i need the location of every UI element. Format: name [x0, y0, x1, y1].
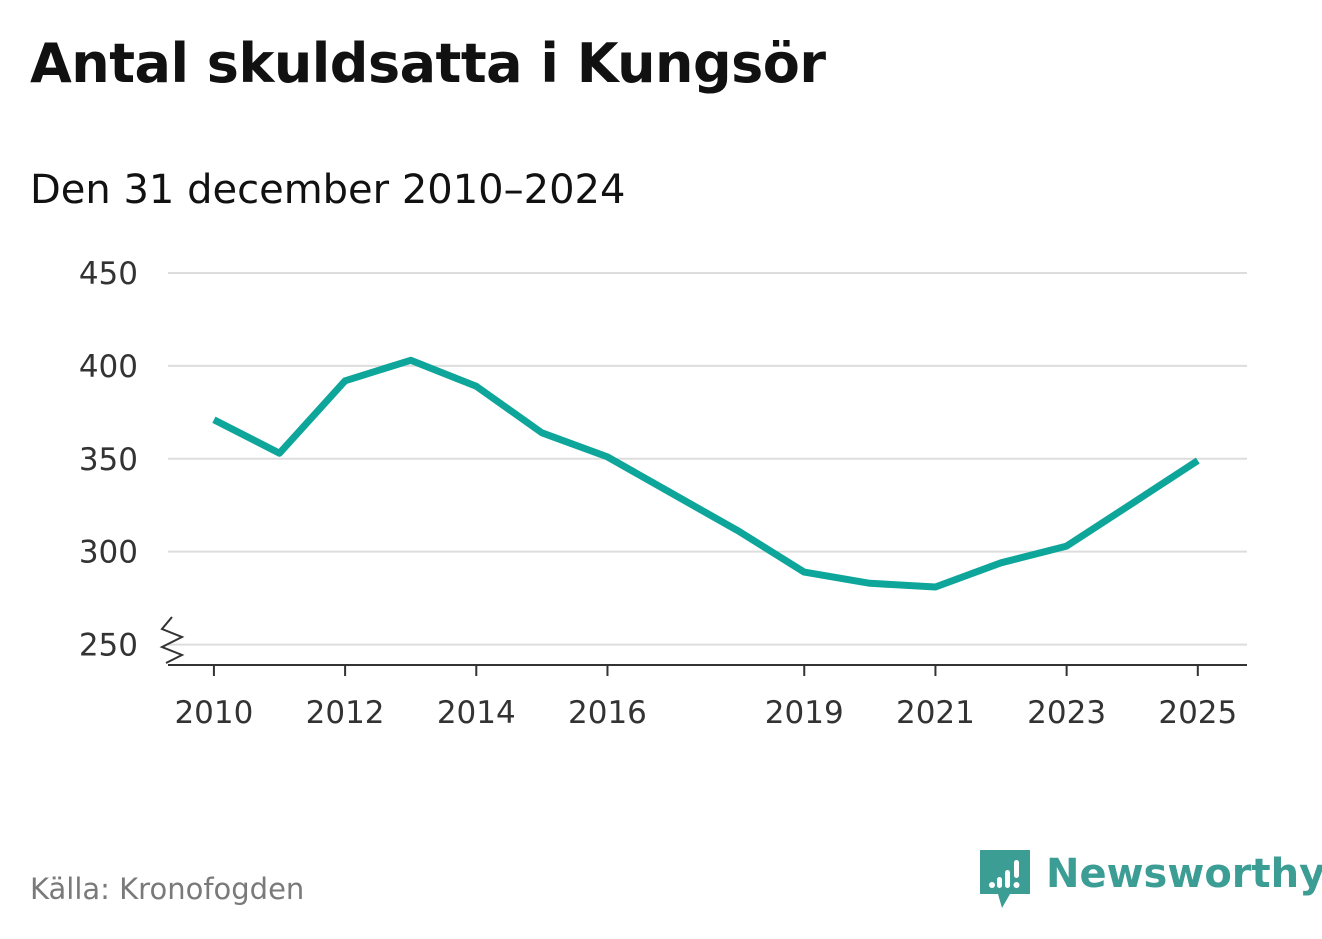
data-point-2023: [1064, 543, 1070, 549]
data-point-2025: [1195, 458, 1201, 464]
source-note: Källa: Kronofogden: [30, 872, 305, 906]
data-point-2016: [605, 454, 611, 460]
series-line: [212, 356, 1200, 591]
series: [211, 356, 1201, 591]
y-tick-label-400: 400: [79, 349, 138, 385]
line-chart: 250 300 350 400 450 2010 2012 2014 2016 2019 2021…: [79, 256, 1247, 731]
y-axis-break: [159, 616, 185, 664]
axis-break-marker: [159, 616, 185, 664]
x-tick-label-2014: 2014: [437, 695, 516, 731]
data-point-2013: [408, 357, 414, 363]
brand-name: Newsworthy: [1046, 851, 1322, 897]
x-axis: [168, 664, 1247, 676]
data-point-2012: [342, 378, 348, 384]
y-tick-label-300: 300: [79, 535, 138, 571]
chart-title: Antal skuldsatta i Kungsör: [30, 32, 826, 95]
data-point-2018: [736, 528, 742, 534]
data-point-2019: [801, 569, 807, 575]
data-point-2011: [277, 450, 283, 456]
y-tick-label-350: 350: [79, 442, 138, 478]
x-tick-label-2019: 2019: [765, 695, 844, 731]
x-tick-label-2010: 2010: [174, 695, 253, 731]
brand-logo[interactable]: Newsworthy: [980, 850, 1322, 912]
data-point-2020: [867, 580, 873, 586]
x-tick-label-2021: 2021: [896, 695, 975, 731]
chart-subtitle: Den 31 december 2010–2024: [30, 167, 626, 213]
data-point-2014: [473, 383, 479, 389]
newsworthy-logo-icon: [980, 850, 1030, 908]
data-point-2017: [670, 491, 676, 497]
x-tick-label-2023: 2023: [1027, 695, 1106, 731]
data-point-2010: [211, 417, 217, 423]
data-point-2022: [998, 560, 1004, 566]
data-point-2021: [932, 584, 938, 590]
x-tick-label-2012: 2012: [306, 695, 385, 731]
x-axis-labels: 2010 2012 2014 2016 2019 2021 2023 2025: [174, 695, 1237, 731]
y-axis-labels: 250 300 350 400 450: [79, 256, 138, 664]
x-tick-label-2025: 2025: [1158, 695, 1237, 731]
y-tick-label-250: 250: [79, 628, 138, 664]
x-tick-label-2016: 2016: [568, 695, 647, 731]
data-point-2015: [539, 430, 545, 436]
data-point-2024: [1129, 500, 1135, 506]
gridlines: [168, 272, 1247, 646]
y-tick-label-450: 450: [79, 256, 138, 292]
